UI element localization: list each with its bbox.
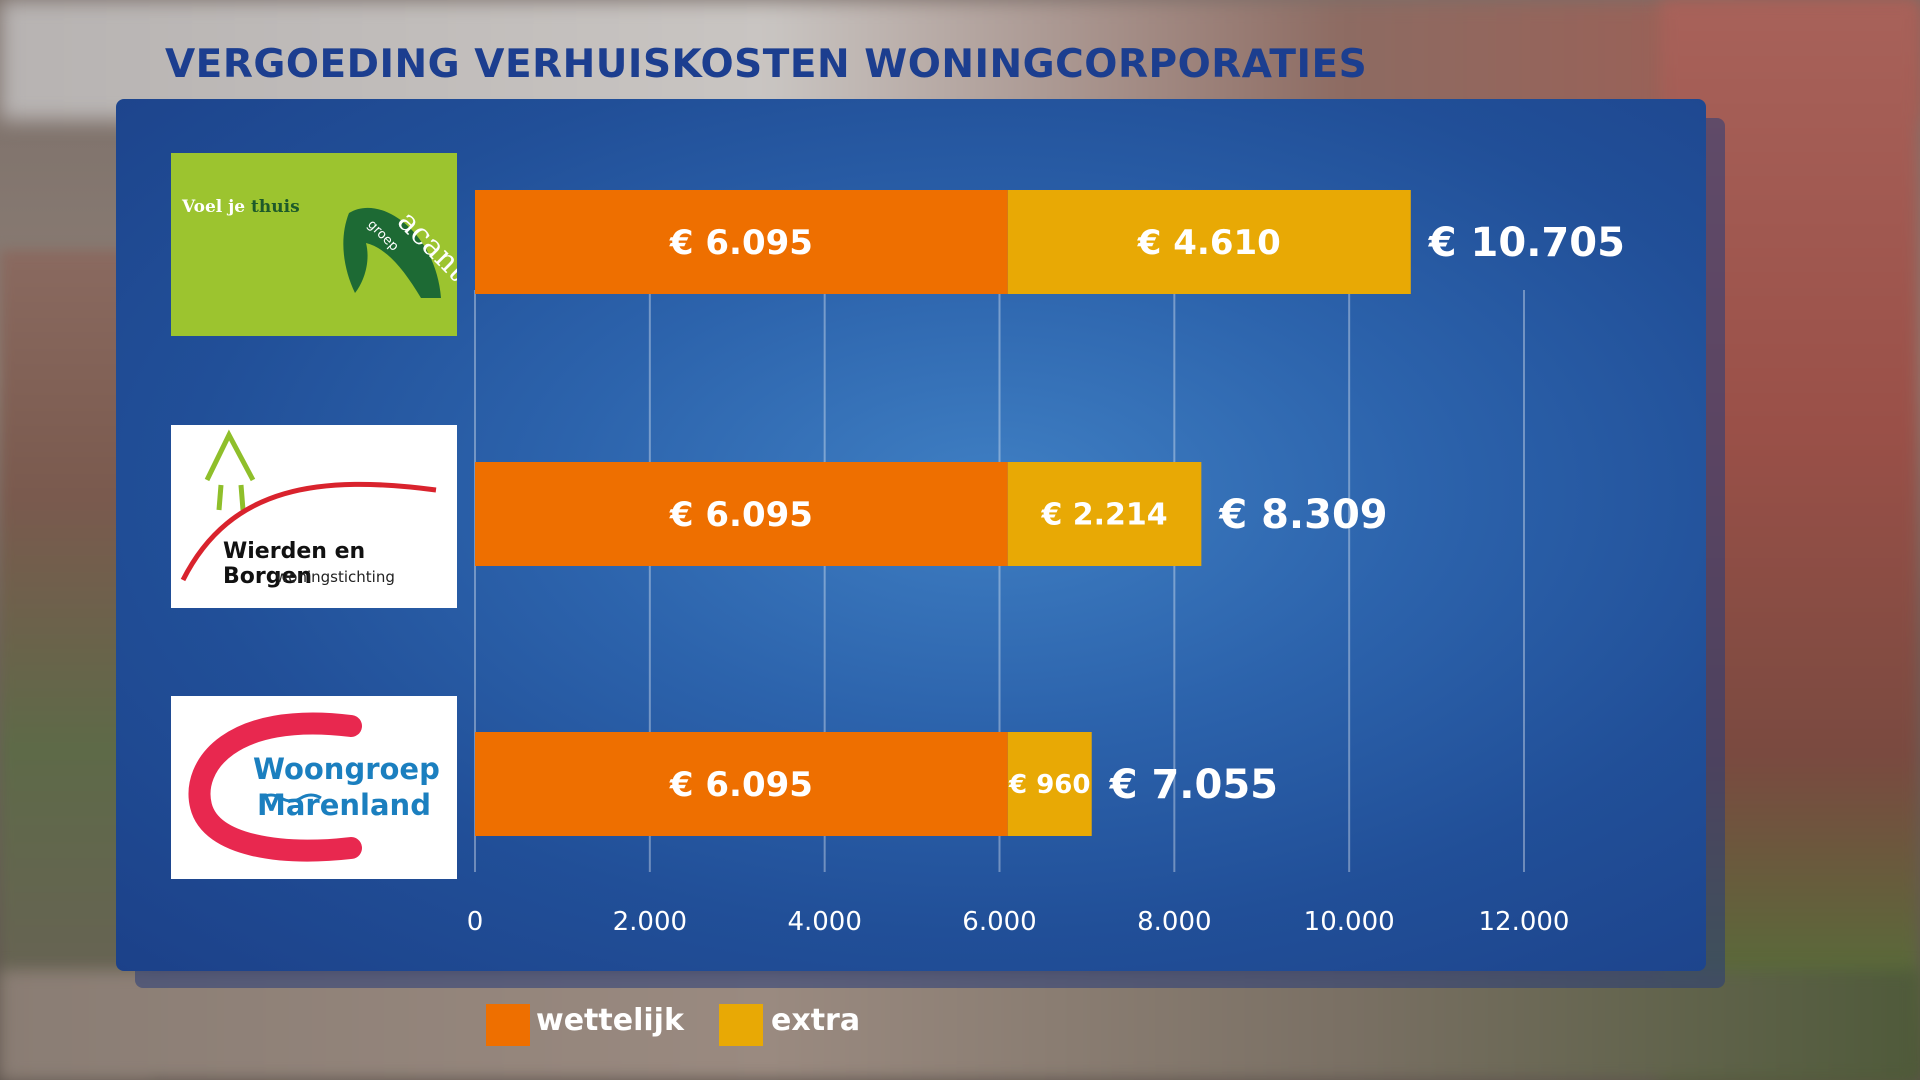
bar-value-label: € 6.095 bbox=[669, 765, 813, 805]
background-bottom bbox=[0, 970, 1920, 1080]
x-tick-label: 2.000 bbox=[613, 907, 687, 937]
bar-wettelijk bbox=[475, 190, 1008, 294]
bar-value-label: € 6.095 bbox=[669, 495, 813, 535]
x-axis-ticks: 0 2.000 4.000 6.000 8.000 10.000 12.000 bbox=[467, 907, 1570, 937]
bar-wettelijk bbox=[475, 462, 1008, 566]
total-label: € 8.309 bbox=[1218, 492, 1387, 538]
marenland-c-icon bbox=[188, 712, 362, 862]
bar-extra bbox=[1007, 190, 1411, 294]
chart-title: VERGOEDING VERHUISKOSTEN WONINGCORPORATI… bbox=[165, 42, 1368, 87]
x-tick-label: 0 bbox=[467, 907, 484, 937]
labels: € 6.095 € 4.610 € 10.705 € 6.095 € 2.214 € 8.… bbox=[669, 220, 1625, 808]
legend-label-extra: extra bbox=[771, 1003, 861, 1038]
acantus-logo: Voel je thuis acantus groep bbox=[171, 153, 457, 336]
house-arc-icon bbox=[180, 429, 437, 582]
acantus-tagline-b: thuis bbox=[251, 197, 300, 217]
bar-wettelijk bbox=[475, 732, 1008, 836]
bar-value-label: € 960 bbox=[1008, 770, 1090, 800]
bar-value-label: € 6.095 bbox=[669, 223, 813, 263]
wierden-sub: woningstichting bbox=[276, 568, 395, 586]
marenland-line1: Woongroep bbox=[253, 752, 440, 786]
legend-label-wettelijk: wettelijk bbox=[536, 1003, 684, 1038]
total-label: € 7.055 bbox=[1109, 762, 1278, 808]
bar-extra bbox=[1007, 732, 1092, 836]
x-tick-label: 4.000 bbox=[787, 907, 861, 937]
acantus-tagline-a: Voel je bbox=[182, 197, 252, 217]
legend-swatch-wettelijk bbox=[486, 1004, 530, 1046]
marenland-logo: Woongroep Marenland bbox=[171, 696, 457, 879]
legend-swatch-extra bbox=[719, 1004, 763, 1046]
marenland-line2: Marenland bbox=[257, 788, 431, 822]
bars bbox=[475, 190, 1411, 836]
bar-value-label: € 2.214 bbox=[1040, 498, 1167, 533]
acantus-tagline: Voel je thuis bbox=[182, 197, 300, 217]
bar-value-label: € 4.610 bbox=[1137, 223, 1281, 263]
wierden-logo: Wierden en Borgen woningstichting bbox=[171, 425, 457, 608]
x-tick-label: 8.000 bbox=[1137, 907, 1211, 937]
bar-extra bbox=[1007, 462, 1202, 566]
acantus-leaf-icon: acantus groep bbox=[343, 204, 457, 313]
total-label: € 10.705 bbox=[1428, 220, 1625, 266]
x-tick-label: 6.000 bbox=[962, 907, 1036, 937]
wierden-name: Wierden en Borgen bbox=[223, 539, 366, 589]
x-tick-label: 10.000 bbox=[1304, 907, 1395, 937]
x-tick-label: 12.000 bbox=[1479, 907, 1570, 937]
